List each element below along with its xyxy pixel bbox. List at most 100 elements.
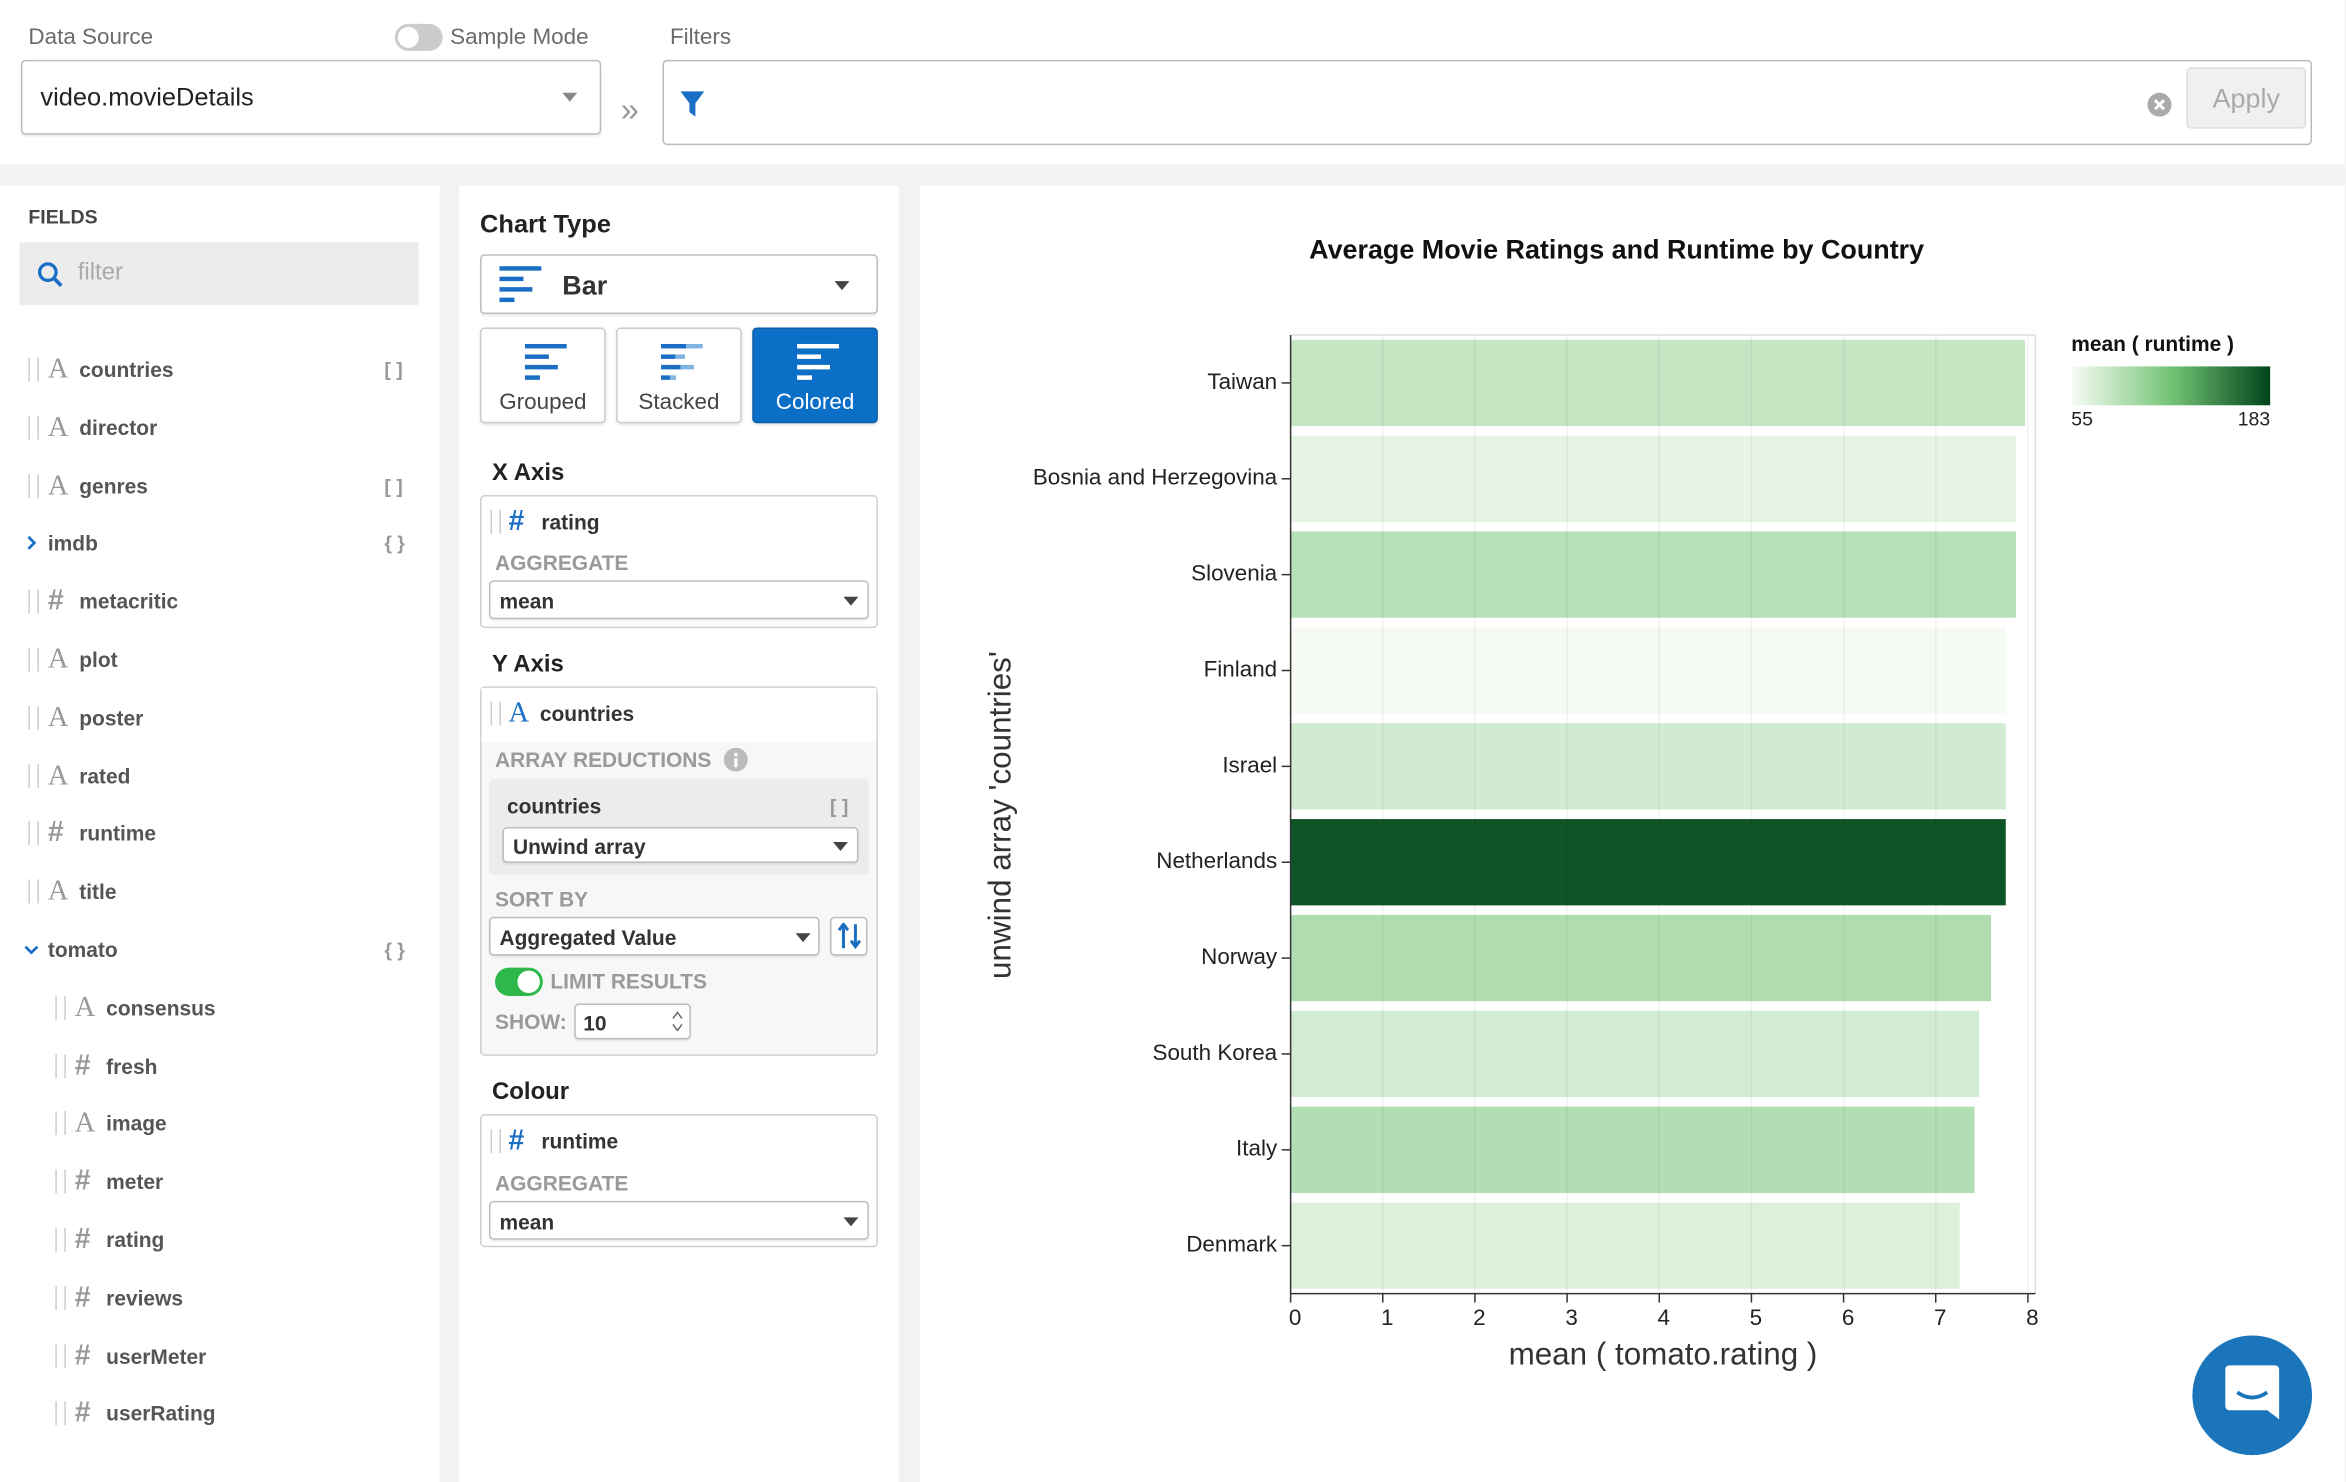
subtype-button[interactable]: Stacked [616, 327, 742, 424]
chevron-shape [27, 536, 37, 551]
array-reductions-label: ARRAY REDUCTIONS [495, 747, 712, 772]
aggregate-label: AGGREGATE [495, 550, 629, 575]
icon-bar [680, 364, 694, 370]
chat-smile [2236, 1390, 2269, 1400]
subtype-button[interactable]: Colored [752, 327, 878, 424]
apply-button[interactable]: Apply [2186, 67, 2307, 129]
data-source-value: video.movieDetails [40, 83, 254, 112]
drag-handle [28, 357, 39, 382]
clear-x [2153, 99, 2166, 111]
funnel-icon [680, 91, 705, 117]
field-badge: { } [384, 532, 405, 555]
show-input[interactable]: 10 [574, 1003, 691, 1040]
chart-type-select[interactable]: Bar [480, 254, 878, 315]
caret [562, 92, 578, 102]
field-icon: A [47, 353, 69, 386]
x-aggregate: mean [499, 589, 555, 614]
bar-icon [499, 266, 542, 303]
field-icon: A [74, 991, 96, 1024]
drag-handle [55, 1169, 66, 1194]
field-badge: [ ] [384, 474, 403, 497]
field-item[interactable] [0, 1097, 440, 1151]
spinner-arrows [672, 1011, 683, 1032]
clear-icon[interactable] [2146, 91, 2173, 118]
subtype-button[interactable]: Grouped [480, 327, 606, 424]
sort-arrows [837, 922, 862, 950]
field-item[interactable] [0, 1213, 440, 1267]
x-tick-label: 7 [1934, 1305, 1946, 1330]
filter-placeholder: filter [77, 260, 123, 286]
field-icon: # [74, 1049, 91, 1082]
field-icon: A [74, 1108, 96, 1140]
collapse-arrow[interactable]: » [620, 91, 639, 129]
icon-bar [524, 375, 540, 380]
colour-aggregate-select[interactable]: mean [489, 1200, 869, 1240]
spinner [672, 1011, 683, 1032]
info-dot [733, 752, 738, 757]
chat-bubble [2225, 1365, 2280, 1420]
icon-bar [797, 375, 813, 380]
icon-bar [797, 343, 839, 349]
field-item[interactable] [0, 1155, 440, 1209]
field-item[interactable] [0, 1387, 440, 1441]
subtype-label: Colored [775, 389, 855, 416]
sort-order-button[interactable] [830, 916, 868, 956]
icon-bar [524, 343, 567, 349]
drag-handle [55, 1111, 66, 1136]
chat-button[interactable] [2192, 1335, 2313, 1456]
field-item[interactable] [0, 1329, 440, 1383]
icon-bar [499, 297, 515, 303]
y-axis-label: Y Axis [492, 652, 564, 678]
subtype-label: Grouped [499, 389, 587, 416]
bar [1290, 723, 2006, 810]
x-aggregate-select[interactable]: mean [489, 580, 869, 620]
bar [1290, 531, 2016, 618]
x-tick-label: 3 [1565, 1305, 1577, 1330]
bar [1290, 627, 2006, 714]
subtype-icon [661, 343, 703, 380]
field-name: metacritic [79, 589, 179, 614]
sort-icon [837, 922, 862, 950]
sort-by-select[interactable]: Aggregated Value [489, 916, 820, 956]
field-item[interactable] [0, 807, 440, 861]
info-icon[interactable] [723, 747, 748, 772]
filter-input[interactable]: Apply [662, 59, 2313, 146]
field-item[interactable] [0, 575, 440, 629]
toggle-knob [397, 26, 419, 48]
drag-handle [28, 473, 39, 498]
drag-handle [28, 821, 39, 846]
caret [843, 596, 859, 606]
limit-results-toggle[interactable] [495, 967, 543, 997]
chart: Average Movie Ratings and Runtime by Cou… [982, 234, 2271, 1372]
field-name: plot [79, 647, 118, 672]
y-tick-label: Netherlands [1156, 848, 1277, 873]
field-item[interactable] [0, 1039, 440, 1093]
icon-bar [661, 354, 676, 359]
data-source-label: Data Source [28, 24, 154, 51]
search-handle [52, 276, 63, 287]
drag-handle [490, 701, 501, 726]
x-field: rating [541, 509, 600, 534]
field-filter[interactable]: filter [19, 242, 419, 306]
reduction-select[interactable]: Unwind array [502, 827, 859, 863]
field-icon: A [47, 701, 69, 734]
x-tick-label: 1 [1381, 1305, 1393, 1330]
y-axis-title: unwind array 'countries' [982, 651, 1017, 979]
data-source-select[interactable]: video.movieDetails [20, 59, 602, 135]
icon-bar [499, 276, 524, 282]
sample-mode-toggle[interactable] [394, 23, 443, 51]
field-name: title [79, 879, 117, 904]
field-name: imdb [47, 531, 98, 556]
field-name: rated [79, 763, 131, 788]
y-tick-label: Finland [1204, 656, 1278, 681]
show-label: SHOW: [495, 1009, 567, 1034]
field-item[interactable] [0, 1271, 440, 1325]
field-icon: # [508, 1125, 525, 1157]
bar [1290, 435, 2016, 522]
filters-label: Filters [669, 24, 732, 51]
field-item[interactable] [0, 981, 440, 1035]
legend-max: 183 [2238, 408, 2270, 430]
